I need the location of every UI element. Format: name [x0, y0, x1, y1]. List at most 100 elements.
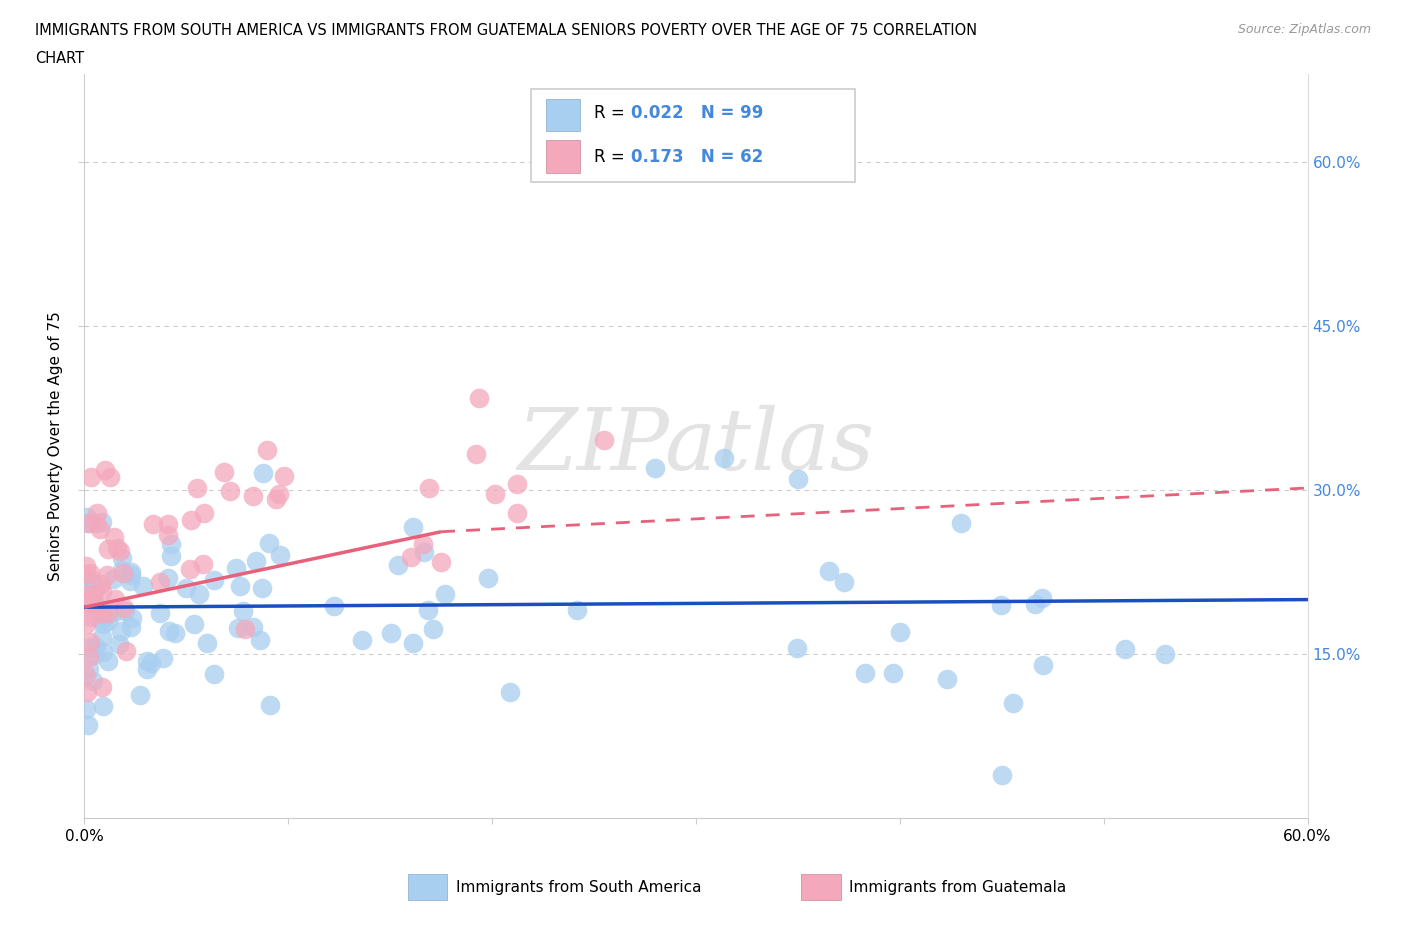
Point [76, 598, 98, 613]
Point [593, 432, 616, 447]
Point [82, 592, 104, 607]
Point [105, 540, 128, 555]
Point [1032, 658, 1054, 672]
Point [1154, 647, 1177, 662]
Point [818, 564, 841, 578]
Point [468, 391, 491, 405]
Point [75, 617, 97, 631]
Point [90, 577, 112, 591]
Point [402, 635, 425, 650]
Point [79, 565, 101, 580]
Point [120, 565, 142, 579]
Text: 0.022   N = 99: 0.022 N = 99 [631, 104, 763, 123]
Text: Source: ZipAtlas.com: Source: ZipAtlas.com [1237, 23, 1371, 36]
Point [89, 611, 111, 626]
Point [141, 656, 163, 671]
Point [120, 567, 142, 582]
Point [75, 595, 97, 610]
Point [142, 517, 165, 532]
Point [273, 468, 295, 483]
Point [120, 574, 142, 589]
Point [1114, 641, 1136, 656]
Point [157, 623, 180, 638]
Point [160, 549, 183, 564]
Point [202, 573, 225, 588]
Point [429, 554, 451, 569]
Point [149, 575, 172, 590]
Point [242, 619, 264, 634]
Point [76, 515, 98, 530]
Point [93, 463, 117, 478]
Point [1001, 696, 1024, 711]
Point [156, 516, 179, 531]
Point [152, 650, 174, 665]
Point [76, 567, 98, 582]
Point [1024, 597, 1046, 612]
Point [350, 632, 373, 647]
Point [399, 550, 422, 565]
Point [77, 661, 100, 676]
Point [91, 630, 114, 644]
Point [84, 515, 107, 530]
Point [75, 668, 97, 683]
Point [83, 579, 105, 594]
Point [90, 605, 112, 620]
Point [412, 544, 434, 559]
Point [387, 557, 409, 572]
Point [165, 625, 187, 640]
Point [157, 528, 180, 543]
Point [98, 470, 121, 485]
Point [567, 603, 589, 618]
Point [499, 684, 522, 699]
FancyBboxPatch shape [531, 89, 855, 182]
Point [787, 472, 810, 486]
Point [380, 625, 402, 640]
Point [506, 476, 529, 491]
Point [228, 578, 250, 593]
Point [103, 604, 125, 619]
Point [1031, 591, 1053, 605]
Point [249, 632, 271, 647]
Point [245, 553, 267, 568]
Point [257, 536, 280, 551]
Point [112, 601, 135, 616]
Point [991, 767, 1014, 782]
Point [195, 635, 218, 650]
Bar [546, 99, 579, 131]
Point [136, 661, 159, 676]
Text: R =: R = [595, 104, 630, 123]
Point [93, 698, 115, 713]
Point [110, 623, 132, 638]
Point [219, 484, 242, 498]
Point [226, 621, 249, 636]
Point [212, 465, 235, 480]
Point [83, 648, 105, 663]
Point [259, 698, 281, 712]
Point [103, 530, 125, 545]
Point [267, 486, 290, 501]
Point [179, 562, 201, 577]
Point [202, 667, 225, 682]
Point [225, 561, 247, 576]
Point [193, 506, 215, 521]
Point [103, 572, 125, 587]
Point [418, 603, 440, 618]
Point [882, 666, 904, 681]
Text: Immigrants from South America: Immigrants from South America [456, 880, 702, 895]
Point [111, 551, 134, 565]
Point [422, 621, 444, 636]
Point [950, 515, 973, 530]
Point [156, 570, 179, 585]
Point [506, 505, 529, 520]
Point [121, 611, 143, 626]
Point [484, 486, 506, 501]
Point [76, 717, 98, 732]
Point [111, 563, 134, 578]
Point [256, 443, 278, 458]
Point [93, 610, 115, 625]
Point [96, 567, 118, 582]
Text: ZIPatlas: ZIPatlas [517, 405, 875, 487]
Point [834, 575, 856, 590]
Point [889, 625, 911, 640]
Point [84, 640, 107, 655]
